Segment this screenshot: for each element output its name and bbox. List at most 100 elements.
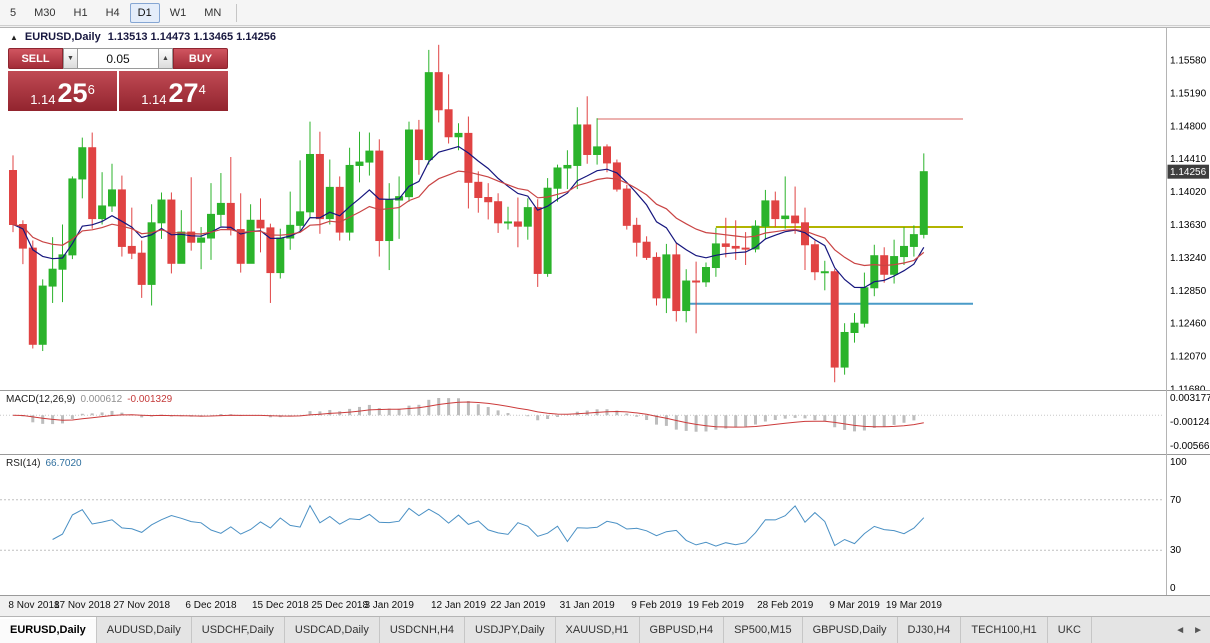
candle-body [216,202,225,215]
candle-body [504,221,512,224]
timeframe-w1[interactable]: W1 [169,6,187,19]
candle [781,176,790,229]
candle [335,176,344,241]
candle [583,96,592,164]
macd-axis-label: 0.003177 [1170,393,1210,404]
candle [375,139,384,257]
price-axis-label: 1.14800 [1170,121,1207,132]
candle [28,240,37,349]
macd-panel[interactable]: 0.003177 -0.001245 -0.005667 [0,390,1210,454]
timeframe-m30[interactable]: M30 [34,6,56,19]
moving-average-line[interactable] [12,170,925,267]
tab-gbpusd-daily[interactable]: GBPUSD,Daily [803,617,898,643]
timeframe-5[interactable]: 5 [10,6,17,19]
tab-xauusd-h1[interactable]: XAUUSD,H1 [556,617,640,643]
candle [771,191,780,228]
candle-body [88,147,97,220]
candle [157,192,166,239]
candle-body [355,161,364,166]
candle-body [454,132,463,138]
price-axis-label: 1.11680 [1170,385,1206,391]
candle [593,118,602,165]
price-axis-label: 1.15190 [1170,88,1207,99]
tab-eurusd-daily[interactable]: EURUSD,Daily [0,617,97,643]
candle [385,183,394,271]
candle [484,183,493,220]
collapse-trade-panel-icon[interactable]: ▲ [10,32,18,42]
candle-body [721,243,730,247]
timeframe-mn[interactable]: MN [204,6,222,19]
volume-increase-icon[interactable]: ▲ [158,48,173,69]
candle [682,269,691,323]
macd-panel-bg [0,390,1210,454]
sell-price-pip-digit: 6 [87,82,95,97]
price-axis-label: 1.14020 [1170,187,1207,198]
rsi-panel[interactable]: 100 70 30 0 [0,454,1210,595]
buy-button[interactable]: BUY [173,48,228,69]
candle [365,132,374,176]
candle [38,279,47,352]
candle-body [187,231,196,243]
candle [840,323,849,375]
tab-dj30-h4[interactable]: DJ30,H4 [898,617,962,643]
candle [850,313,859,343]
macd-value: 0.000612 [80,394,123,405]
candle-body [98,205,107,220]
candle-body [28,247,37,345]
trade-prices-row: 1.14 25 6 1.14 27 4 [8,71,228,111]
candle-body [840,331,849,368]
rsi-panel-bg [0,454,1210,595]
volume-input[interactable] [78,48,158,69]
candle [88,132,97,229]
rsi-line [52,504,925,547]
tab-usdchf-daily[interactable]: USDCHF,Daily [192,617,285,643]
candle [177,210,186,264]
sell-price-box[interactable]: 1.14 25 6 [8,71,117,111]
time-label: 19 Feb 2019 [687,600,744,611]
time-label: 28 Feb 2019 [757,600,814,611]
candle [117,175,126,257]
tab-usdjpy-daily[interactable]: USDJPY,Daily [465,617,556,643]
candle [553,164,562,202]
buy-price-big-digits: 27 [168,78,199,109]
tab-scroll-left-icon[interactable]: ◄ [1175,624,1186,636]
time-label: 27 Nov 2018 [113,600,171,611]
candle-body [137,252,146,285]
candle [919,153,928,239]
price-axis-label: 1.14410 [1170,154,1207,165]
timeframe-h4[interactable]: H4 [105,6,120,19]
tab-usdcnh-h4[interactable]: USDCNH,H4 [380,617,466,643]
candle-body [484,197,493,203]
candle-body [434,72,443,111]
timeframe-d1[interactable]: D1 [129,2,160,23]
sell-button[interactable]: SELL [8,48,63,69]
tab-audusd-daily[interactable]: AUDUSD,Daily [97,617,192,643]
volume-decrease-icon[interactable]: ▼ [63,48,78,69]
buy-price-box[interactable]: 1.14 27 4 [119,71,228,111]
candle [266,223,275,303]
candle-body [306,153,314,213]
tab-gbpusd-h4[interactable]: GBPUSD,H4 [640,617,725,643]
candle [355,131,364,183]
price-axis-label: 1.13630 [1170,220,1207,231]
candle-body [365,150,374,163]
tab-tech100-h1[interactable]: TECH100,H1 [961,617,1048,643]
tab-ukc[interactable]: UKC [1048,617,1092,643]
tab-scroll-right-icon[interactable]: ► [1193,624,1203,636]
candle-body [672,254,681,312]
candle [256,198,265,253]
candle-body [345,164,354,233]
tab-usdcad-daily[interactable]: USDCAD,Daily [285,617,380,643]
candle [721,217,730,258]
one-click-trading-panel: SELL ▼ ▲ BUY 1.14 25 6 1.14 27 4 [8,48,228,111]
candle-body [58,254,67,270]
candle-body [147,222,156,285]
candle-body [781,215,790,220]
candle [147,204,156,306]
candle [513,197,522,248]
candle [48,237,57,303]
tab-sp500-m15[interactable]: SP500,M15 [724,617,803,643]
candle-body [860,287,869,324]
price-axis-label: 1.15580 [1170,56,1207,67]
timeframe-h1[interactable]: H1 [73,6,88,19]
